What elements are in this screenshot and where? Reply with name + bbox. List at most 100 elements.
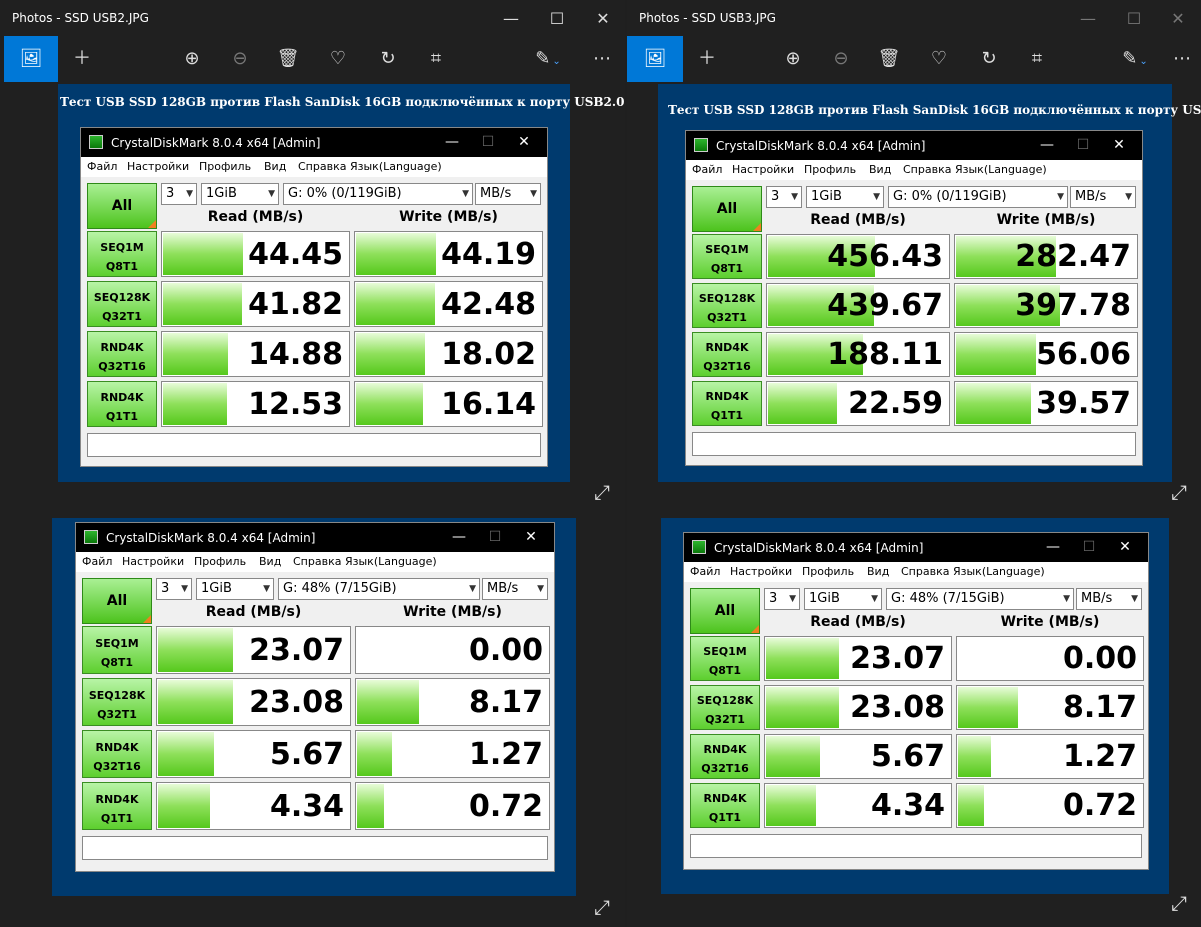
unit-select[interactable]: MB/s ▼ (1070, 186, 1136, 208)
maximize-button[interactable]: ☐ (1082, 539, 1096, 555)
test-button[interactable]: SEQ128K Q32T1 (82, 678, 152, 726)
menu-help[interactable]: Справка (901, 565, 950, 578)
drive-select[interactable]: G: 48% (7/15GiB) ▼ (278, 578, 480, 600)
menu-file[interactable]: Файл (82, 555, 113, 568)
plus-icon[interactable]: ＋ (698, 48, 716, 69)
comment-input[interactable] (690, 834, 1142, 858)
test-button[interactable]: SEQ128K Q32T1 (692, 283, 762, 328)
maximize-button[interactable]: ☐ (549, 9, 565, 28)
test-button[interactable]: SEQ1M Q8T1 (690, 636, 760, 681)
count-select[interactable]: 3 ▼ (766, 186, 802, 208)
size-select[interactable]: 1GiB ▼ (196, 578, 274, 600)
drive-select[interactable]: G: 48% (7/15GiB) ▼ (886, 588, 1074, 610)
test-button[interactable]: SEQ128K Q32T1 (87, 281, 157, 327)
count-select[interactable]: 3 ▼ (161, 183, 197, 205)
test-button[interactable]: SEQ1M Q8T1 (692, 234, 762, 279)
crop-icon[interactable]: ⌗ (430, 48, 442, 69)
menu-language[interactable]: Язык(Language) (345, 555, 437, 568)
count-select[interactable]: 3 ▼ (764, 588, 800, 610)
maximize-button[interactable]: ☐ (488, 529, 502, 545)
close-button[interactable]: ✕ (518, 134, 530, 150)
menu-help[interactable]: Справка (293, 555, 342, 568)
menu-settings[interactable]: Настройки (732, 163, 795, 176)
menu-view[interactable]: Вид (869, 163, 892, 176)
test-button[interactable]: RND4K Q32T16 (692, 332, 762, 377)
size-select[interactable]: 1GiB ▼ (201, 183, 279, 205)
zoom-in-icon[interactable]: ⊕ (184, 48, 200, 69)
drive-select[interactable]: G: 0% (0/119GiB) ▼ (888, 186, 1068, 208)
test-button[interactable]: SEQ1M Q8T1 (82, 626, 152, 674)
size-select[interactable]: 1GiB ▼ (806, 186, 884, 208)
menu-help[interactable]: Справка (298, 160, 347, 173)
menu-help[interactable]: Справка (903, 163, 952, 176)
test-button[interactable]: SEQ128K Q32T1 (690, 685, 760, 730)
close-button[interactable]: ✕ (596, 9, 610, 28)
menu-file[interactable]: Файл (692, 163, 723, 176)
menu-file[interactable]: Файл (87, 160, 118, 173)
test-button[interactable]: RND4K Q32T16 (82, 730, 152, 778)
expand-icon[interactable]: ⤢ (594, 895, 610, 919)
maximize-button[interactable]: ☐ (1126, 9, 1142, 28)
more-icon[interactable]: ⋯ (593, 48, 611, 69)
menu-settings[interactable]: Настройки (730, 565, 793, 578)
menu-view[interactable]: Вид (259, 555, 282, 568)
menu-file[interactable]: Файл (690, 565, 721, 578)
trash-icon[interactable]: 🗑 (276, 48, 300, 69)
test-button[interactable]: RND4K Q32T16 (690, 734, 760, 779)
heart-icon[interactable]: ♡ (329, 48, 347, 69)
menu-profile[interactable]: Профиль (199, 160, 252, 173)
expand-icon[interactable]: ⤢ (1171, 480, 1187, 504)
unit-select[interactable]: MB/s ▼ (1076, 588, 1142, 610)
zoom-in-icon[interactable]: ⊕ (785, 48, 801, 69)
minimize-button[interactable]: — (1040, 137, 1054, 153)
all-button[interactable]: All (87, 183, 157, 229)
close-button[interactable]: ✕ (1171, 9, 1185, 28)
unit-select[interactable]: MB/s ▼ (475, 183, 541, 205)
test-button[interactable]: RND4K Q1T1 (82, 782, 152, 830)
test-button[interactable]: RND4K Q1T1 (87, 381, 157, 427)
menu-view[interactable]: Вид (867, 565, 890, 578)
menu-settings[interactable]: Настройки (127, 160, 190, 173)
menu-language[interactable]: Язык(Language) (350, 160, 442, 173)
image-icon[interactable]: 🖼 (4, 36, 58, 82)
close-button[interactable]: ✕ (525, 529, 537, 545)
zoom-out-icon[interactable]: ⊖ (232, 48, 248, 69)
expand-icon[interactable]: ⤢ (1171, 891, 1187, 915)
menu-language[interactable]: Язык(Language) (953, 565, 1045, 578)
minimize-button[interactable]: — (445, 134, 459, 150)
minimize-button[interactable]: — (452, 529, 466, 545)
minimize-button[interactable]: — (1046, 539, 1060, 555)
image-icon[interactable]: 🖼 (627, 36, 683, 82)
all-button[interactable]: All (690, 588, 760, 634)
comment-input[interactable] (692, 432, 1136, 456)
menu-profile[interactable]: Профиль (802, 565, 855, 578)
all-button[interactable]: All (82, 578, 152, 624)
count-select[interactable]: 3 ▼ (156, 578, 192, 600)
minimize-button[interactable]: — (503, 9, 519, 28)
menu-settings[interactable]: Настройки (122, 555, 185, 568)
trash-icon[interactable]: 🗑 (877, 48, 901, 69)
comment-input[interactable] (82, 836, 548, 860)
edit-icon[interactable]: ✎ ⌄ (535, 48, 561, 69)
edit-icon[interactable]: ✎ ⌄ (1122, 48, 1148, 69)
rotate-icon[interactable]: ↻ (981, 48, 997, 69)
all-button[interactable]: All (692, 186, 762, 232)
heart-icon[interactable]: ♡ (930, 48, 948, 69)
minimize-button[interactable]: — (1080, 9, 1096, 28)
drive-select[interactable]: G: 0% (0/119GiB) ▼ (283, 183, 473, 205)
plus-icon[interactable]: ＋ (73, 48, 91, 69)
crop-icon[interactable]: ⌗ (1031, 48, 1043, 69)
close-button[interactable]: ✕ (1119, 539, 1131, 555)
expand-icon[interactable]: ⤢ (594, 480, 610, 504)
more-icon[interactable]: ⋯ (1173, 48, 1191, 69)
test-button[interactable]: RND4K Q1T1 (690, 783, 760, 828)
maximize-button[interactable]: ☐ (481, 134, 495, 150)
size-select[interactable]: 1GiB ▼ (804, 588, 882, 610)
test-button[interactable]: RND4K Q1T1 (692, 381, 762, 426)
comment-input[interactable] (87, 433, 541, 457)
test-button[interactable]: RND4K Q32T16 (87, 331, 157, 377)
maximize-button[interactable]: ☐ (1076, 137, 1090, 153)
unit-select[interactable]: MB/s ▼ (482, 578, 548, 600)
close-button[interactable]: ✕ (1113, 137, 1125, 153)
rotate-icon[interactable]: ↻ (380, 48, 396, 69)
